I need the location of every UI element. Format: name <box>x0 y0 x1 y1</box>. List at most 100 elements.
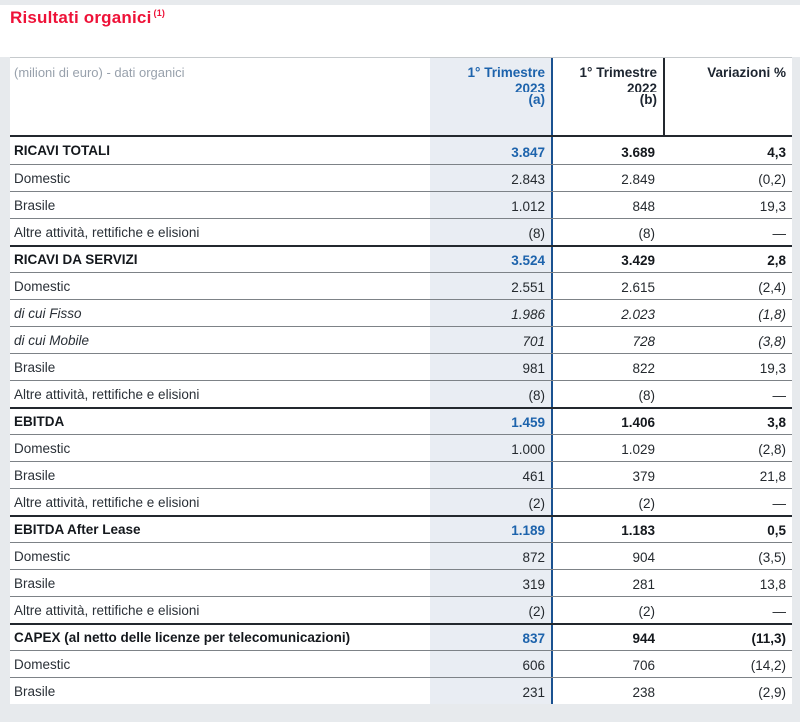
value-2023: 461 <box>430 462 553 488</box>
row-label: CAPEX (al netto delle licenze per teleco… <box>14 630 351 645</box>
table-body: RICAVI TOTALI 3.847 3.689 4,3 Domestic 2… <box>10 137 792 704</box>
value-variation: (0,2) <box>758 172 786 187</box>
row-label: Domestic <box>14 278 71 294</box>
value-variation: 0,5 <box>767 523 786 538</box>
value-2022: 706 <box>632 658 655 673</box>
row-label: Altre attività, rettifiche e elisioni <box>14 602 200 618</box>
column-header-2023-key: (a) <box>528 92 546 107</box>
table-row: Domestic 2.551 2.615 (2,4) <box>10 272 792 299</box>
value-2022: (8) <box>638 226 656 241</box>
value-2022: (2) <box>638 604 656 619</box>
row-label: Domestic <box>14 170 71 186</box>
column-header-2022-period: 1° Trimestre <box>579 65 657 80</box>
value-2022: 3.429 <box>621 253 655 268</box>
value-2023: 1.000 <box>430 435 553 461</box>
row-label: Domestic <box>14 548 71 564</box>
row-label: Brasile <box>14 197 56 213</box>
value-2022: 822 <box>632 361 655 376</box>
value-2023: 3.524 <box>430 247 553 272</box>
table-row: Domestic 2.843 2.849 (0,2) <box>10 164 792 191</box>
value-variation: (14,2) <box>750 658 786 673</box>
table-row: RICAVI DA SERVIZI 3.524 3.429 2,8 <box>10 245 792 272</box>
column-header-2022-key: (b) <box>639 92 657 107</box>
value-2022: 238 <box>632 685 655 700</box>
row-label: Brasile <box>14 683 56 699</box>
value-2023: 1.986 <box>430 300 553 326</box>
value-2022: 379 <box>632 469 655 484</box>
row-label: di cui Mobile <box>14 332 90 348</box>
value-2023: 981 <box>430 354 553 380</box>
table-row: Altre attività, rettifiche e elisioni (2… <box>10 488 792 515</box>
value-2023: 701 <box>430 327 553 353</box>
row-label: RICAVI TOTALI <box>14 143 110 158</box>
value-2023: (8) <box>430 381 553 407</box>
column-header-variation: Variazioni % <box>707 65 786 80</box>
value-variation: (3,5) <box>758 550 786 565</box>
page-title-text: Risultati organici <box>10 8 152 27</box>
value-2022: 2.023 <box>621 307 655 322</box>
column-header-2022: 1° Trimestre 2022 (b) <box>553 58 665 135</box>
value-variation: 21,8 <box>759 469 786 484</box>
value-variation: (11,3) <box>751 631 786 646</box>
value-2023: 872 <box>430 543 553 569</box>
table-header: (milioni di euro) - dati organici 1° Tri… <box>10 58 792 137</box>
value-variation: 19,3 <box>759 361 786 376</box>
value-2023: 2.843 <box>430 165 553 191</box>
value-variation: (1,8) <box>758 307 786 322</box>
column-header-2022-year: 2022 <box>626 81 657 92</box>
value-2022: 1.029 <box>621 442 655 457</box>
value-2023: 1.189 <box>430 517 553 542</box>
row-label: Altre attività, rettifiche e elisioni <box>14 224 200 240</box>
table-row: EBITDA 1.459 1.406 3,8 <box>10 407 792 434</box>
value-2023: 319 <box>430 570 553 596</box>
value-variation: 4,3 <box>767 145 786 160</box>
table-row: RICAVI TOTALI 3.847 3.689 4,3 <box>10 137 792 164</box>
table-row: Domestic 872 904 (3,5) <box>10 542 792 569</box>
value-2023: 3.847 <box>430 137 553 164</box>
row-label: Altre attività, rettifiche e elisioni <box>14 494 200 510</box>
value-2023: 2.551 <box>430 273 553 299</box>
value-2023: (8) <box>430 219 553 245</box>
value-variation: 2,8 <box>767 253 786 268</box>
value-variation: 3,8 <box>767 415 786 430</box>
table-row: Domestic 1.000 1.029 (2,8) <box>10 434 792 461</box>
value-variation: — <box>772 226 787 241</box>
row-label: Domestic <box>14 656 71 672</box>
value-variation: (2,8) <box>758 442 786 457</box>
value-variation: (3,8) <box>758 334 786 349</box>
table-row: Brasile 231 238 (2,9) <box>10 677 792 704</box>
value-2022: 1.183 <box>621 523 655 538</box>
value-2023: 1.012 <box>430 192 553 218</box>
value-2022: 728 <box>632 334 655 349</box>
value-2023: 606 <box>430 651 553 677</box>
table-row: Brasile 1.012 848 19,3 <box>10 191 792 218</box>
value-variation: — <box>772 604 787 619</box>
value-variation: — <box>772 388 787 403</box>
table-row: CAPEX (al netto delle licenze per teleco… <box>10 623 792 650</box>
table-row: di cui Mobile 701 728 (3,8) <box>10 326 792 353</box>
value-2022: (8) <box>638 388 656 403</box>
table-row: Brasile 319 281 13,8 <box>10 569 792 596</box>
value-2022: 944 <box>632 631 655 646</box>
value-variation: (2,4) <box>758 280 786 295</box>
table-row: Brasile 461 379 21,8 <box>10 461 792 488</box>
value-2023: 837 <box>430 625 553 650</box>
footnote-ref: (1) <box>153 8 166 19</box>
table-row: Altre attività, rettifiche e elisioni (8… <box>10 380 792 407</box>
value-2022: 2.615 <box>621 280 655 295</box>
table-row: di cui Fisso 1.986 2.023 (1,8) <box>10 299 792 326</box>
value-2022: 1.406 <box>621 415 655 430</box>
row-label: Altre attività, rettifiche e elisioni <box>14 386 200 402</box>
row-label: Brasile <box>14 575 56 591</box>
column-header-2023-period: 1° Trimestre <box>467 65 545 80</box>
row-label: Domestic <box>14 440 71 456</box>
row-label: EBITDA After Lease <box>14 522 141 537</box>
table-row: Altre attività, rettifiche e elisioni (8… <box>10 218 792 245</box>
value-2022: (2) <box>638 496 656 511</box>
table-row: Brasile 981 822 19,3 <box>10 353 792 380</box>
page-edge-top <box>0 0 800 5</box>
value-variation: 13,8 <box>759 577 786 592</box>
value-2022: 3.689 <box>621 145 655 160</box>
value-variation: (2,9) <box>758 685 786 700</box>
